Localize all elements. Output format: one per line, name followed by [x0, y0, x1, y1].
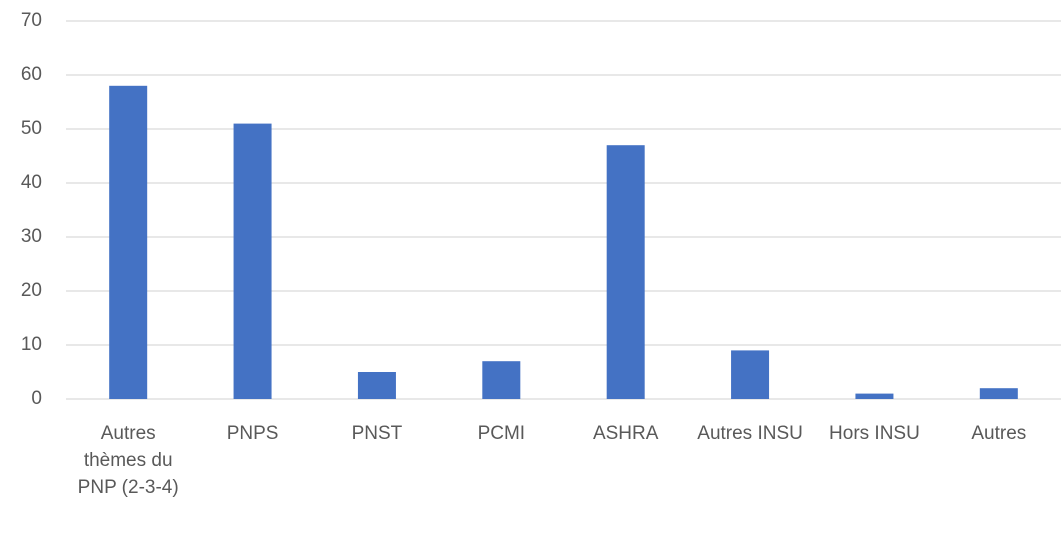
x-tick-label: PCMI — [477, 423, 526, 444]
x-tick-label: Hors INSU — [829, 423, 920, 444]
bar — [979, 388, 1018, 399]
bar — [109, 85, 148, 400]
x-tick-label: Autres thèmes du PNP (2-3-4) — [77, 423, 179, 498]
y-tick-label: 60 — [21, 64, 42, 85]
bar — [855, 393, 894, 399]
y-tick-label: 0 — [31, 388, 42, 409]
y-tick-label: 30 — [21, 226, 42, 247]
y-tick-label: 20 — [21, 280, 42, 301]
x-tick-label: ASHRA — [592, 423, 659, 444]
y-tick-label: 50 — [21, 118, 42, 139]
y-tick-label: 40 — [21, 172, 42, 193]
y-tick-label: 10 — [21, 334, 42, 355]
x-tick-label: Autres — [971, 423, 1027, 444]
bar — [606, 145, 645, 399]
bar — [233, 123, 272, 399]
x-tick-label: PNST — [351, 423, 403, 444]
bar — [482, 361, 521, 399]
y-tick-label: 70 — [21, 10, 42, 31]
x-tick-label: Autres INSU — [697, 423, 803, 444]
bar — [731, 350, 770, 399]
bar — [357, 372, 396, 399]
x-tick-label: PNPS — [226, 423, 279, 444]
